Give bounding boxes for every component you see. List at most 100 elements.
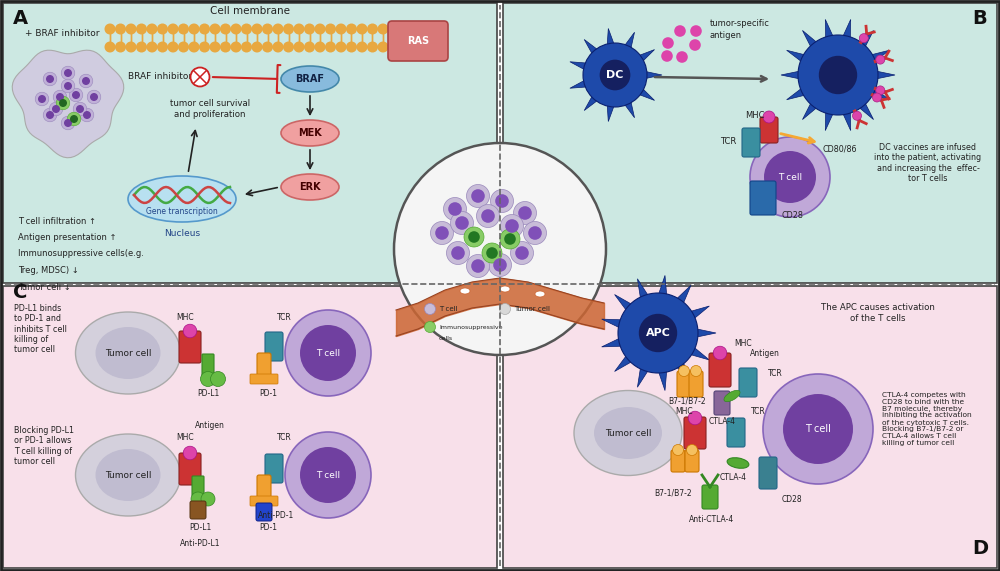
Circle shape [876,86,885,95]
Circle shape [471,189,485,203]
Text: Blocking PD-L1
or PD-1 allows
T cell killing of
tumor cell: Blocking PD-L1 or PD-1 allows T cell kil… [14,426,74,466]
Circle shape [200,372,216,387]
Polygon shape [637,279,651,303]
Text: C: C [13,283,27,303]
Circle shape [273,42,283,52]
Circle shape [713,346,727,360]
Polygon shape [607,29,615,49]
Circle shape [56,96,70,110]
Circle shape [399,24,409,34]
Circle shape [763,374,873,484]
Circle shape [72,91,80,99]
Circle shape [210,24,220,34]
Circle shape [137,24,146,34]
Circle shape [158,24,167,34]
Circle shape [477,204,500,227]
Circle shape [300,325,356,381]
Bar [503,286,997,568]
Circle shape [378,24,388,34]
Polygon shape [570,62,590,71]
Text: PD-1: PD-1 [259,522,277,532]
Polygon shape [841,107,851,131]
Text: Anti-PD-L1: Anti-PD-L1 [180,538,220,548]
Circle shape [79,74,93,88]
Text: BRAF: BRAF [296,74,324,84]
Circle shape [750,137,830,217]
Circle shape [500,304,511,315]
Circle shape [493,258,507,272]
Circle shape [46,75,54,83]
Polygon shape [841,19,851,43]
Circle shape [764,151,816,203]
Circle shape [326,24,335,34]
Polygon shape [615,352,636,372]
Circle shape [524,222,546,244]
Circle shape [500,229,520,249]
Circle shape [263,42,272,52]
Ellipse shape [574,391,682,476]
FancyBboxPatch shape [760,117,778,143]
Circle shape [420,42,430,52]
FancyBboxPatch shape [192,476,204,496]
Polygon shape [607,101,615,122]
FancyBboxPatch shape [727,418,745,447]
FancyBboxPatch shape [257,353,271,377]
Circle shape [676,51,688,63]
Circle shape [389,42,398,52]
Text: D: D [972,540,988,558]
Text: T cell: T cell [805,424,831,434]
Text: + BRAF inhibitor: + BRAF inhibitor [25,29,99,38]
FancyBboxPatch shape [250,374,278,384]
Circle shape [410,42,419,52]
Circle shape [43,108,57,122]
Text: APC: APC [646,328,670,338]
Circle shape [231,24,241,34]
Circle shape [486,247,498,259]
Circle shape [661,50,673,62]
Circle shape [672,444,684,456]
Ellipse shape [594,407,662,459]
Text: T cell: T cell [316,348,340,357]
Text: B7-1/B7-2: B7-1/B7-2 [654,489,692,497]
Polygon shape [642,71,662,79]
Circle shape [53,90,67,104]
Text: MHC: MHC [176,312,194,321]
Circle shape [798,35,878,115]
Circle shape [179,42,188,52]
Polygon shape [781,70,804,80]
Circle shape [357,24,367,34]
Text: T cell: T cell [316,471,340,480]
Polygon shape [692,328,716,338]
Text: The APC causes activation
of the T cells: The APC causes activation of the T cells [821,303,935,323]
Circle shape [368,42,377,52]
Polygon shape [657,366,667,391]
Circle shape [69,88,83,102]
Text: Tumor cell: Tumor cell [105,348,151,357]
Circle shape [819,56,857,94]
Text: Gene transcription: Gene transcription [146,207,218,215]
Polygon shape [602,319,626,330]
Circle shape [82,77,90,85]
Ellipse shape [96,327,160,379]
Text: B7-1/B7-2: B7-1/B7-2 [668,396,706,405]
Circle shape [70,115,78,123]
Text: B: B [973,10,987,29]
Text: MEK: MEK [298,128,322,138]
Polygon shape [825,107,835,131]
Polygon shape [637,363,651,387]
Circle shape [763,111,775,123]
Text: CD80/86: CD80/86 [822,144,857,154]
Ellipse shape [76,312,180,394]
Circle shape [183,324,197,338]
Circle shape [211,372,226,387]
Circle shape [518,206,532,220]
Circle shape [488,254,512,276]
Circle shape [448,202,462,216]
Text: TCR: TCR [277,312,291,321]
Circle shape [639,314,677,352]
Circle shape [446,242,470,264]
Text: TCR: TCR [720,136,736,146]
FancyBboxPatch shape [759,457,777,489]
FancyBboxPatch shape [265,454,283,483]
Text: Tumor cell ↓: Tumor cell ↓ [18,283,71,292]
